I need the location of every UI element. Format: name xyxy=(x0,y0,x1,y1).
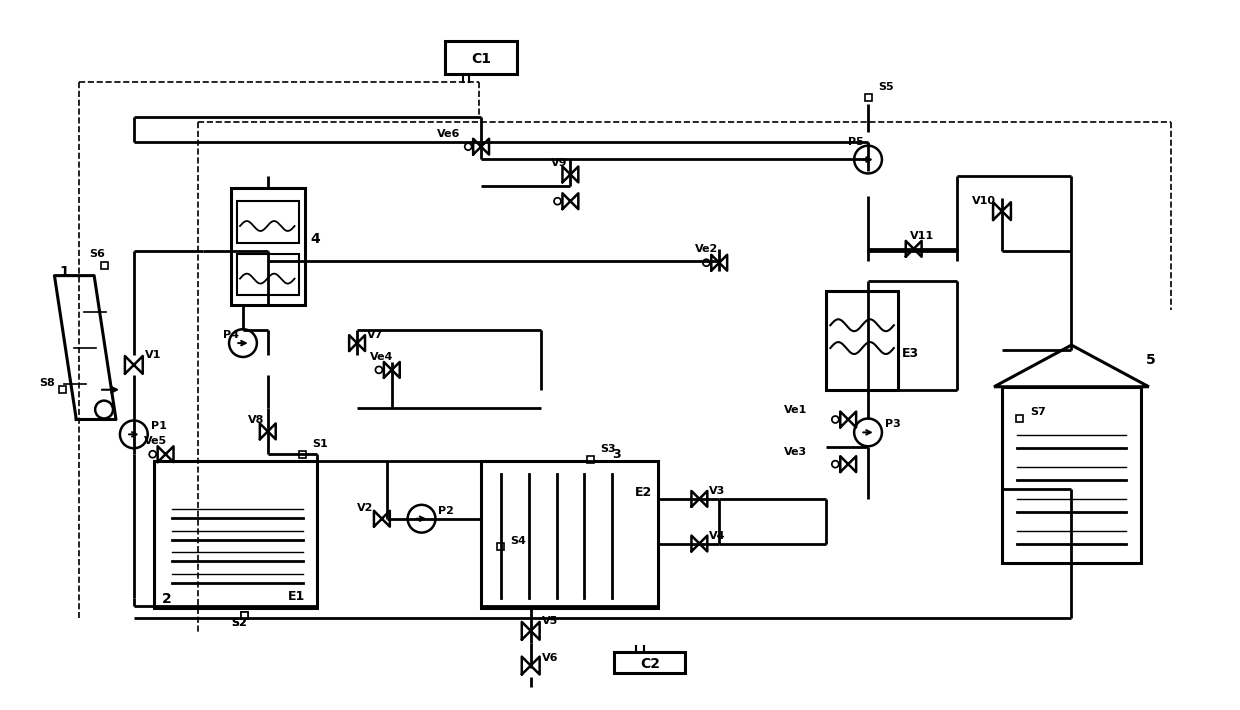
Text: V11: V11 xyxy=(910,231,934,241)
Text: V4: V4 xyxy=(709,530,725,540)
Bar xyxy=(231,188,305,305)
Circle shape xyxy=(854,418,882,447)
Bar xyxy=(1002,387,1141,563)
Text: V9: V9 xyxy=(551,158,567,168)
Bar xyxy=(154,462,317,608)
Bar xyxy=(299,451,306,458)
Text: S8: S8 xyxy=(40,378,56,388)
Circle shape xyxy=(120,420,148,448)
Text: 5: 5 xyxy=(1146,353,1156,367)
Text: 4: 4 xyxy=(310,232,320,246)
Circle shape xyxy=(408,505,435,532)
Circle shape xyxy=(95,400,113,418)
Text: S1: S1 xyxy=(312,439,329,449)
Bar xyxy=(481,462,657,608)
Text: 2: 2 xyxy=(161,592,171,606)
Circle shape xyxy=(703,259,709,266)
Bar xyxy=(242,613,248,619)
Circle shape xyxy=(229,329,257,357)
Circle shape xyxy=(149,451,156,458)
Text: S4: S4 xyxy=(510,537,526,547)
Text: V5: V5 xyxy=(542,616,558,626)
Bar xyxy=(587,456,594,463)
Text: Ve1: Ve1 xyxy=(784,405,807,415)
Bar xyxy=(242,613,248,619)
Bar xyxy=(237,201,299,243)
Text: C2: C2 xyxy=(640,657,660,670)
Circle shape xyxy=(832,461,838,468)
Text: S5: S5 xyxy=(878,82,894,92)
Bar xyxy=(1017,415,1023,422)
Circle shape xyxy=(465,143,471,150)
Bar xyxy=(826,290,898,390)
Text: V8: V8 xyxy=(248,415,264,425)
Text: S2: S2 xyxy=(231,618,247,628)
Text: Ve6: Ve6 xyxy=(436,129,460,138)
Text: V1: V1 xyxy=(145,350,161,360)
Polygon shape xyxy=(994,345,1148,387)
Circle shape xyxy=(376,366,382,373)
Text: P4: P4 xyxy=(223,330,239,340)
Circle shape xyxy=(554,198,560,204)
Text: S7: S7 xyxy=(1029,407,1045,417)
Bar xyxy=(864,94,872,101)
Text: S3: S3 xyxy=(600,444,616,454)
Text: V3: V3 xyxy=(709,486,725,496)
Bar xyxy=(497,543,505,550)
Text: V2: V2 xyxy=(357,503,373,513)
Bar xyxy=(100,262,108,269)
Bar xyxy=(60,386,66,393)
Text: Ve4: Ve4 xyxy=(370,352,393,362)
Text: S6: S6 xyxy=(89,248,105,258)
Text: P5: P5 xyxy=(848,136,864,147)
Text: P1: P1 xyxy=(151,422,166,432)
Text: E3: E3 xyxy=(901,347,919,360)
Circle shape xyxy=(832,416,838,423)
Text: V7: V7 xyxy=(367,330,383,340)
Bar xyxy=(445,41,517,75)
Text: 3: 3 xyxy=(613,448,621,462)
Text: C1: C1 xyxy=(471,53,491,66)
Text: V10: V10 xyxy=(972,196,996,206)
Text: Ve3: Ve3 xyxy=(784,447,807,457)
Text: V6: V6 xyxy=(542,652,558,662)
Text: 1: 1 xyxy=(60,265,69,278)
Circle shape xyxy=(854,146,882,173)
Text: P2: P2 xyxy=(439,506,454,515)
Text: P3: P3 xyxy=(885,420,900,430)
Text: E2: E2 xyxy=(635,486,652,499)
Text: S2: S2 xyxy=(231,618,247,628)
Bar xyxy=(237,253,299,295)
Text: E1: E1 xyxy=(288,590,305,603)
Text: Ve5: Ve5 xyxy=(144,436,167,447)
Bar xyxy=(614,652,686,674)
Text: Ve2: Ve2 xyxy=(696,244,719,253)
